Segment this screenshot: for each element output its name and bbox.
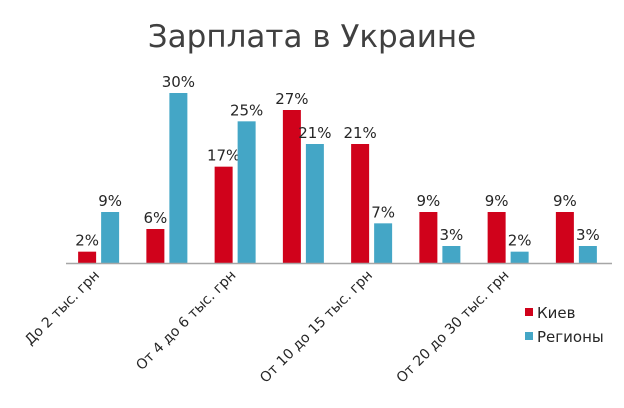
bar-regions xyxy=(169,93,188,263)
data-label: 9% xyxy=(553,192,577,210)
x-tick-label: До 2 тыс. грн xyxy=(22,268,103,349)
bar-kiev xyxy=(487,212,506,263)
legend-marker xyxy=(525,308,533,316)
bar-regions xyxy=(578,246,597,263)
data-label: 25% xyxy=(230,101,263,119)
x-tick-label: От 10 до 15 тыс. грн xyxy=(257,268,376,387)
bar-kiev xyxy=(555,212,574,263)
data-label: 21% xyxy=(343,124,376,142)
data-label: 17% xyxy=(207,147,240,165)
data-label: 2% xyxy=(508,232,532,250)
data-label: 21% xyxy=(298,124,331,142)
data-label: 3% xyxy=(439,226,463,244)
data-label: 7% xyxy=(371,203,395,221)
data-label: 3% xyxy=(576,226,600,244)
bar-kiev xyxy=(419,212,438,263)
chart-title: Зарплата в Украине xyxy=(148,19,476,55)
bar-regions xyxy=(237,121,256,263)
bar-kiev xyxy=(146,229,165,263)
bar-kiev xyxy=(351,144,370,263)
legend-marker xyxy=(525,332,533,340)
data-label: 2% xyxy=(75,232,99,250)
legend-label: Регионы xyxy=(537,328,604,346)
bar-kiev xyxy=(214,166,233,263)
data-label: 27% xyxy=(275,90,308,108)
bar-regions xyxy=(101,212,120,263)
x-tick-label: От 4 до 6 тыс. грн xyxy=(133,268,239,374)
bar-kiev xyxy=(78,251,97,263)
bar-regions xyxy=(305,144,324,263)
legend-label: Киев xyxy=(537,304,575,322)
data-label: 6% xyxy=(143,209,167,227)
data-label: 9% xyxy=(485,192,509,210)
bar-regions xyxy=(510,251,529,263)
data-label: 9% xyxy=(98,192,122,210)
data-label: 9% xyxy=(416,192,440,210)
bar-regions xyxy=(442,246,461,263)
bar-regions xyxy=(374,223,393,263)
bar-kiev xyxy=(282,110,301,263)
data-label: 30% xyxy=(162,73,195,91)
x-tick-label: От 20 до 30 тыс. грн xyxy=(394,268,513,387)
